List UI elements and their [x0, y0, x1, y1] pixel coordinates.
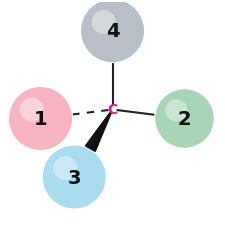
Circle shape	[81, 0, 144, 63]
Text: 3: 3	[68, 168, 81, 187]
Text: 2: 2	[178, 109, 191, 128]
Circle shape	[43, 146, 106, 209]
Text: 4: 4	[106, 22, 119, 41]
Circle shape	[20, 98, 44, 122]
Circle shape	[165, 100, 187, 122]
Text: 1: 1	[34, 109, 47, 128]
Circle shape	[155, 90, 214, 148]
Circle shape	[92, 11, 116, 35]
Circle shape	[54, 157, 77, 180]
Text: C: C	[107, 103, 118, 117]
Polygon shape	[86, 113, 111, 152]
Circle shape	[9, 88, 72, 150]
